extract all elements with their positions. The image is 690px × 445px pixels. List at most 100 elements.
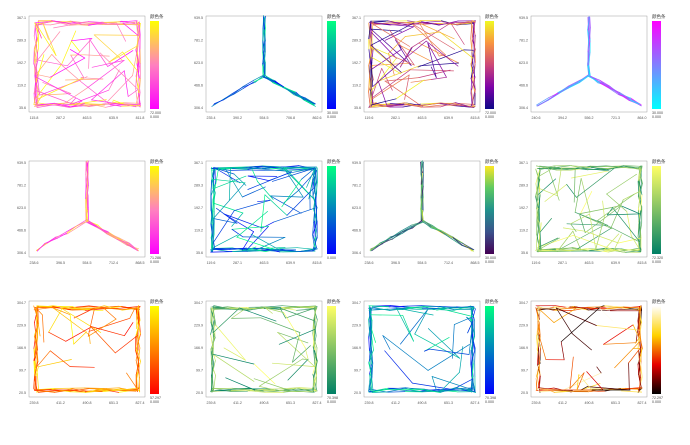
trajectory-segment — [102, 307, 123, 310]
trajectory-segment — [536, 196, 538, 209]
trajectory-segment — [247, 171, 293, 190]
trajectory-segment — [399, 44, 432, 62]
trajectory-segment — [458, 104, 473, 108]
trajectory-segment — [377, 80, 388, 106]
trajectory-segment — [537, 307, 540, 322]
trajectory-segment — [304, 98, 316, 105]
trajectory-segment — [303, 99, 316, 107]
trajectory-segment — [312, 221, 318, 235]
trajectory-segment — [638, 169, 642, 182]
colorbar — [485, 166, 494, 254]
trajectory-segment — [372, 389, 388, 393]
trajectory-segment — [599, 79, 610, 87]
trajectory-segment — [76, 220, 89, 227]
trajectory-segment — [558, 87, 569, 94]
trajectory-segment — [579, 74, 589, 82]
trajectory-segment — [471, 348, 474, 365]
y-tick-label: 35.6 — [354, 106, 361, 110]
x-tick-label: 239.8 — [532, 401, 541, 405]
x-tick-label: 240.6 — [532, 116, 541, 120]
trajectory-segment — [569, 306, 590, 309]
y-tick-label: 35.6 — [521, 251, 528, 255]
trajectory-segment — [284, 88, 296, 95]
trajectory-segment — [135, 374, 138, 391]
trajectory-segment — [37, 373, 39, 390]
trajectory-segment — [387, 387, 406, 390]
y-tick-label: 289.3 — [194, 184, 203, 188]
trajectory-segment — [123, 70, 129, 97]
x-tick-label: 490.8 — [418, 401, 427, 405]
trajectory-segment — [606, 193, 628, 212]
trajectory-segment — [535, 165, 558, 171]
y-tick-label: 35.6 — [19, 106, 26, 110]
trajectory-segment — [589, 27, 591, 41]
x-tick-label: 862.6 — [313, 116, 322, 120]
x-tick-label: 287.1 — [558, 261, 567, 265]
x-tick-label: 287.1 — [233, 261, 242, 265]
trajectory-segment — [262, 74, 276, 82]
trajectory-segment — [639, 193, 642, 209]
trajectory-segment — [471, 349, 476, 364]
trajectory-segment — [122, 51, 139, 73]
trajectory-segment — [400, 309, 429, 345]
y-tick-label: 781.2 — [194, 39, 203, 43]
trajectory-segment — [587, 306, 606, 308]
trajectory-segment — [370, 327, 376, 343]
trajectory-segment — [560, 341, 565, 361]
trajectory-segment — [253, 76, 265, 83]
x-tick-label: 827.4 — [313, 401, 322, 405]
trajectory-segment — [640, 182, 643, 194]
trajectory-segment — [91, 60, 125, 68]
trajectory-plot: 115.8 287.2 463.5 635.9 811.8 367.1 289.3 192.7… — [17, 15, 146, 120]
trajectory-segment — [430, 76, 447, 80]
trajectory-segment — [387, 308, 404, 311]
trajectory-segment — [470, 306, 476, 322]
plot-frame — [28, 15, 146, 113]
colorbar-range-labels: 30.000 0.000 — [327, 111, 338, 119]
trajectory-segment — [640, 194, 643, 212]
trajectory-segment — [51, 20, 72, 25]
trajectory-segment — [588, 40, 590, 52]
trajectory-segment — [570, 223, 577, 232]
trajectory-segment — [418, 42, 459, 64]
trajectory-segment — [57, 232, 67, 239]
trajectory-segment — [547, 167, 564, 170]
y-tick-label: 166.9 — [352, 346, 361, 350]
colorbar — [327, 166, 336, 254]
trajectory-segment — [62, 307, 104, 312]
trajectory-segment — [623, 165, 642, 167]
trajectory-segment — [253, 74, 265, 81]
trajectory-segment — [628, 348, 641, 364]
y-tick-label: 166.9 — [17, 346, 26, 350]
trajectory-panel-2: 235.4 390.2 554.5 706.8 862.6 939.5 781.2 623.0… — [194, 14, 363, 125]
trajectory-segment — [441, 230, 454, 238]
trajectory-segment — [258, 358, 303, 387]
trajectory-segment — [368, 91, 371, 106]
trajectory-segment — [554, 390, 574, 393]
trajectory-segment — [135, 350, 140, 361]
trajectory-segment — [214, 307, 231, 310]
trajectory-segment — [400, 224, 412, 232]
trajectory-segment — [471, 20, 476, 22]
trajectory-segment — [431, 376, 437, 391]
trajectory-segment — [35, 350, 51, 369]
colorbar-max-label: 57.297 — [150, 396, 161, 400]
trajectory-segment — [39, 79, 81, 96]
trajectory-plot: 119.6 287.1 463.5 639.9 815.8 367.1 289.3 192.7… — [519, 160, 648, 265]
colorbar-min-label: 0.000 — [652, 400, 661, 404]
trajectory-segment — [571, 170, 610, 179]
trajectory-segment — [459, 346, 464, 373]
x-tick-label: 815.8 — [471, 116, 480, 120]
y-tick-label: 306.4 — [352, 251, 361, 255]
y-tick-label: 192.7 — [194, 206, 203, 210]
trajectory-segment — [313, 361, 318, 379]
trajectory-segment — [572, 235, 615, 251]
y-tick-label: 119.2 — [17, 84, 26, 88]
trajectory-segment — [638, 349, 641, 365]
trajectory-segment — [91, 99, 127, 106]
trajectory-segment — [250, 233, 281, 251]
x-tick-label: 651.3 — [286, 401, 295, 405]
trajectory-segment — [410, 22, 456, 50]
y-tick-label: 939.5 — [519, 16, 528, 20]
